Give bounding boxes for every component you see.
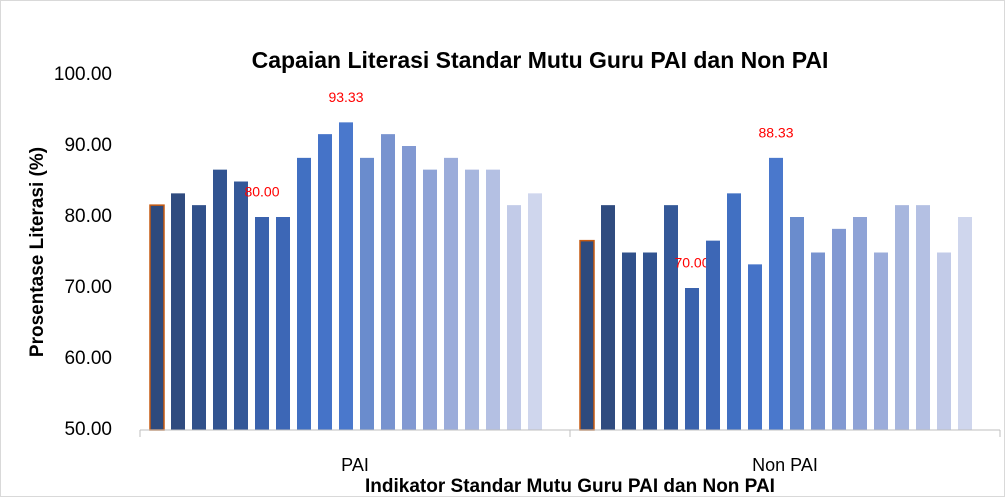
bar bbox=[811, 252, 825, 430]
bar bbox=[297, 157, 311, 430]
x-tick-label: PAI bbox=[341, 455, 369, 475]
bar bbox=[685, 288, 699, 430]
bar bbox=[916, 205, 930, 430]
bar bbox=[381, 134, 395, 430]
y-tick-label: 90.00 bbox=[64, 135, 112, 156]
data-label: 70.00 bbox=[674, 255, 709, 271]
bar bbox=[937, 252, 951, 430]
x-axis-title: Indikator Standar Mutu Guru PAI dan Non … bbox=[365, 476, 775, 497]
bar bbox=[486, 169, 500, 430]
y-tick-label: 100.00 bbox=[54, 64, 112, 85]
bar bbox=[402, 146, 416, 430]
bar bbox=[664, 205, 678, 430]
y-tick-label: 60.00 bbox=[64, 348, 112, 369]
bar bbox=[465, 169, 479, 430]
bar bbox=[234, 181, 248, 430]
bar bbox=[507, 205, 521, 430]
bar bbox=[444, 157, 458, 430]
bar bbox=[213, 169, 227, 430]
bar bbox=[149, 204, 165, 431]
bar bbox=[727, 193, 741, 430]
y-tick-label: 80.00 bbox=[64, 206, 112, 227]
bar bbox=[360, 157, 374, 430]
bar bbox=[748, 264, 762, 430]
bar bbox=[643, 252, 657, 430]
bar bbox=[874, 252, 888, 430]
y-axis-title: Prosentase Literasi (%) bbox=[27, 147, 48, 357]
bar bbox=[276, 217, 290, 430]
bar bbox=[958, 217, 972, 430]
bar bbox=[579, 239, 595, 431]
bar bbox=[192, 205, 206, 430]
bar bbox=[318, 134, 332, 430]
bar bbox=[601, 205, 615, 430]
data-label: 93.33 bbox=[328, 89, 363, 105]
bar bbox=[769, 157, 783, 430]
bar bbox=[706, 240, 720, 430]
x-tick-label: Non PAI bbox=[752, 455, 818, 475]
bar bbox=[853, 217, 867, 430]
bar bbox=[423, 169, 437, 430]
data-label: 88.33 bbox=[758, 125, 793, 141]
bar bbox=[622, 252, 636, 430]
bar bbox=[255, 217, 269, 430]
data-label: 80.00 bbox=[244, 184, 279, 200]
bar bbox=[895, 205, 909, 430]
bar bbox=[790, 217, 804, 430]
bar bbox=[339, 122, 353, 431]
y-tick-label: 70.00 bbox=[64, 277, 112, 298]
bar bbox=[528, 193, 542, 430]
chart-title: Capaian Literasi Standar Mutu Guru PAI d… bbox=[252, 47, 829, 73]
y-tick-label: 50.00 bbox=[64, 419, 112, 440]
bar bbox=[171, 193, 185, 430]
bar bbox=[832, 228, 846, 430]
